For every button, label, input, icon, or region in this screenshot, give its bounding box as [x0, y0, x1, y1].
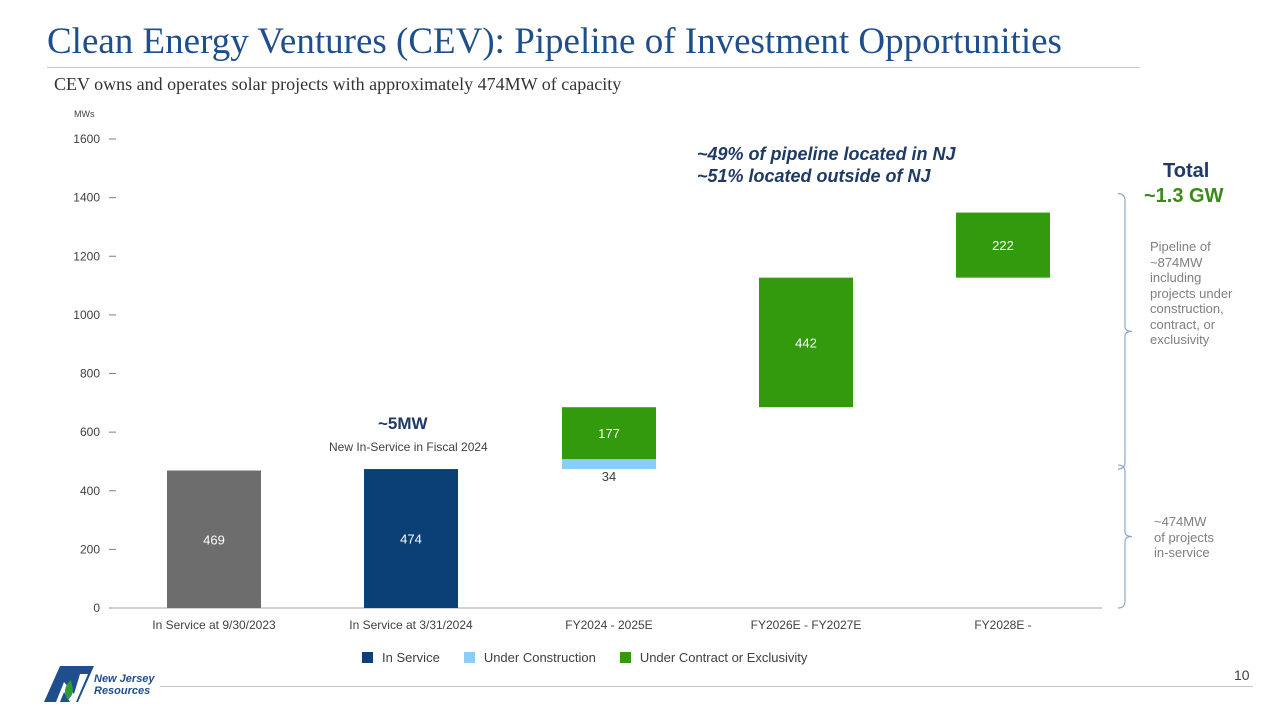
pipeline-desc-line: construction, [1150, 301, 1224, 316]
y-tick-label: 1000 [73, 308, 100, 322]
x-tick-label: In Service at 3/31/2024 [349, 618, 473, 632]
bar-data-label: 469 [203, 532, 225, 547]
x-tick-label: FY2026E - FY2027E [751, 618, 862, 632]
y-tick-label: 600 [80, 425, 100, 439]
y-tick-label: 0 [93, 601, 100, 615]
bar-data-label: 442 [795, 335, 817, 350]
bar-segment [759, 277, 853, 408]
legend-swatch [463, 652, 475, 663]
y-tick-label: 200 [80, 542, 100, 556]
in-service-desc-line: of projects [1154, 529, 1214, 545]
pipeline-desc-line: ~874MW [1150, 254, 1203, 270]
pipeline-desc-line: projects under [1150, 285, 1233, 301]
y-tick-label: 1600 [73, 132, 100, 146]
bar-segment [562, 459, 656, 470]
y-tick-label: 800 [80, 367, 100, 381]
legend-label: Under Contract or Exclusivity [639, 650, 808, 665]
in-service-desc-line: ~474MW [1154, 514, 1207, 529]
y-tick-label: 1400 [73, 191, 100, 205]
bar-segment [167, 470, 261, 608]
bar-data-label: 222 [992, 238, 1014, 253]
x-tick-label: FY2024 - 2025E [565, 618, 652, 632]
bar-data-label: 177 [598, 426, 620, 441]
logo-line: Resources [94, 685, 151, 697]
x-tick-label: FY2028E - [974, 618, 1031, 632]
total-value: ~1.3 GW [1144, 185, 1224, 207]
x-tick-label: In Service at 9/30/2023 [152, 618, 276, 632]
bracket-pipeline [1117, 193, 1133, 470]
y-tick-label: 1200 [73, 249, 100, 263]
bar-segment [956, 212, 1050, 278]
y-tick-label: 400 [80, 484, 100, 498]
pipeline-desc-line: exclusivity [1150, 332, 1210, 347]
footer-divider [160, 686, 1253, 687]
legend-label: In Service [382, 650, 440, 665]
y-axis-label: MWs [74, 109, 95, 119]
legend-label: Under Construction [483, 650, 596, 665]
new-in-service-subtitle: New In-Service in Fiscal 2024 [329, 440, 488, 454]
pipeline-desc-line: including [1150, 270, 1202, 285]
legend-item-under-construction: Under Construction [463, 650, 596, 665]
slide-title: Clean Energy Ventures (CEV): Pipeline of… [47, 21, 1062, 62]
bar-data-label: 474 [400, 532, 422, 547]
bracket-in-service [1117, 464, 1133, 609]
pipeline-location-note: ~49% of pipeline located in NJ ~51% loca… [697, 143, 956, 187]
bar-segment [364, 469, 458, 608]
new-in-service-mw: ~5MW [378, 414, 428, 433]
logo-wordmark: New Jersey Resources [94, 673, 155, 697]
legend-item-under-contract: Under Contract or Exclusivity [619, 650, 808, 665]
pipeline-outside-nj-share: ~51% located outside of NJ [697, 166, 931, 186]
legend-swatch [362, 652, 373, 663]
pipeline-description: Pipeline of ~874MW including projects un… [1150, 239, 1232, 348]
legend-item-in-service: In Service [362, 650, 440, 665]
total-label: Total [1163, 160, 1210, 182]
njr-logo-icon [44, 666, 94, 702]
bar-data-label: 34 [602, 469, 616, 484]
chart-legend: In Service Under Construction Under Cont… [362, 650, 831, 665]
pipeline-desc-line: contract, or [1150, 316, 1216, 332]
title-divider [47, 67, 1140, 68]
pipeline-nj-share: ~49% of pipeline located in NJ [697, 144, 956, 164]
bar-segment [562, 407, 656, 460]
in-service-desc-line: in-service [1154, 545, 1210, 560]
logo-line: New Jersey [94, 673, 155, 685]
page-number: 10 [1234, 667, 1250, 683]
in-service-description: ~474MW of projects in-service [1154, 514, 1214, 561]
slide-subtitle: CEV owns and operates solar projects wit… [54, 74, 622, 94]
pipeline-desc-line: Pipeline of [1150, 239, 1211, 254]
legend-swatch [619, 652, 631, 663]
